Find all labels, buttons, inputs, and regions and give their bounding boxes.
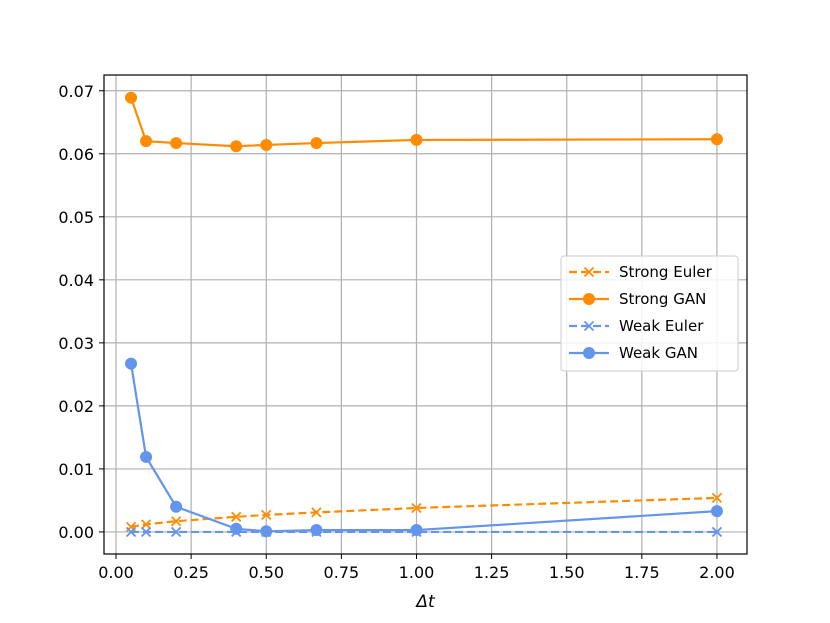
data-point xyxy=(260,525,273,538)
data-point xyxy=(311,507,322,518)
data-point xyxy=(711,492,723,504)
series-strong-gan xyxy=(125,91,723,153)
x-tick-label: 0.75 xyxy=(324,563,360,582)
data-point xyxy=(140,135,153,148)
data-point xyxy=(260,138,273,151)
y-tick-label: 0.04 xyxy=(58,271,94,290)
x-tick-label: 0.25 xyxy=(173,563,209,582)
legend-label: Strong GAN xyxy=(619,290,706,308)
data-point xyxy=(261,509,272,521)
data-point xyxy=(125,357,138,370)
legend-marker xyxy=(583,266,595,278)
series-line-weak-gan xyxy=(129,363,718,533)
x-tick-label: 0.00 xyxy=(98,563,134,582)
series-line-strong-gan xyxy=(130,97,717,148)
y-tick-label: 0.01 xyxy=(58,460,94,479)
legend-box xyxy=(560,255,739,372)
y-tick-label: 0.07 xyxy=(58,82,94,101)
data-point xyxy=(710,133,723,146)
legend-item: Weak Euler xyxy=(569,317,704,335)
series-weak-gan xyxy=(125,357,723,538)
data-point xyxy=(170,516,182,527)
series-layer xyxy=(125,91,723,538)
y-tick-label: 0.06 xyxy=(58,145,94,164)
x-tick-label: 1.50 xyxy=(549,563,585,582)
data-point xyxy=(170,526,182,538)
data-point xyxy=(125,526,137,538)
data-point xyxy=(310,137,323,150)
data-point xyxy=(125,91,138,104)
data-point xyxy=(231,511,242,522)
series-strong-euler xyxy=(125,492,723,533)
legend-marker xyxy=(583,320,595,332)
data-point xyxy=(140,519,152,530)
x-tick-label: 2.00 xyxy=(699,563,735,582)
data-point xyxy=(310,524,323,537)
data-point xyxy=(411,502,422,514)
x-tick-label: 1.25 xyxy=(474,563,510,582)
x-tick-label: 1.75 xyxy=(624,563,660,582)
legend-item: Strong GAN xyxy=(569,290,706,308)
data-point xyxy=(140,450,153,463)
data-point xyxy=(710,505,723,518)
series-line-strong-euler xyxy=(130,496,717,528)
data-point xyxy=(410,133,423,146)
x-tick-label: 1.00 xyxy=(399,563,435,582)
data-point xyxy=(230,522,243,535)
data-point xyxy=(140,526,152,538)
plot-frame xyxy=(103,74,748,555)
legend: Strong Euler Strong GAN Weak Euler Weak GAN xyxy=(560,255,739,372)
data-point xyxy=(230,140,243,153)
axis-ticks: 0.00 0.25 0.50 0.75 1.00 1.25 1.50 1.75 2.00 0.00… xyxy=(58,82,734,582)
legend-item: Weak GAN xyxy=(569,344,698,362)
y-tick-label: 0.02 xyxy=(58,397,94,416)
data-point xyxy=(170,500,183,513)
legend-label: Weak GAN xyxy=(619,344,698,362)
legend-item: Strong Euler xyxy=(569,263,713,281)
data-point xyxy=(410,524,423,537)
x-tick-label: 0.50 xyxy=(248,563,284,582)
legend-marker xyxy=(583,293,595,305)
data-point xyxy=(170,137,183,150)
legend-label: Strong Euler xyxy=(619,263,713,281)
y-tick-label: 0.03 xyxy=(58,334,94,353)
legend-marker xyxy=(583,347,595,359)
legend-label: Weak Euler xyxy=(619,317,704,335)
data-point xyxy=(711,526,723,538)
x-axis-label: Δt xyxy=(414,592,436,612)
y-tick-label: 0.05 xyxy=(58,208,94,227)
y-tick-label: 0.00 xyxy=(58,523,94,542)
